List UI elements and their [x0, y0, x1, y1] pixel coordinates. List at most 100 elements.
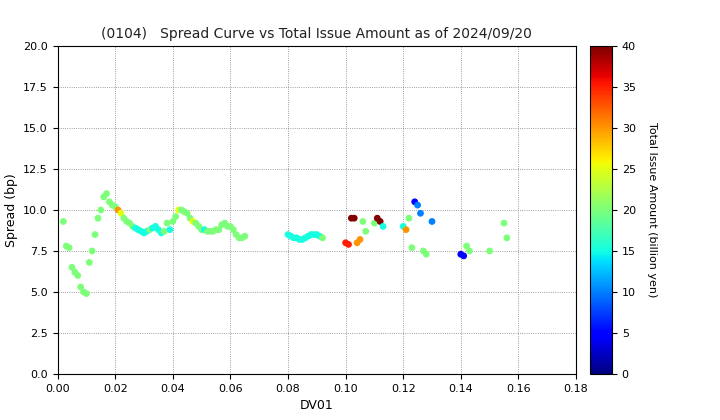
Point	[400, 226, 412, 233]
Point	[156, 230, 167, 236]
Point	[426, 218, 438, 225]
Point	[132, 226, 144, 233]
Point	[161, 220, 173, 226]
Point	[403, 215, 415, 222]
Point	[167, 218, 179, 225]
Point	[308, 231, 320, 238]
Point	[300, 234, 311, 241]
Point	[124, 220, 135, 226]
Point	[357, 218, 369, 225]
Point	[498, 220, 510, 226]
Point	[89, 231, 101, 238]
Point	[343, 241, 354, 248]
Point	[138, 230, 150, 236]
Title: (0104)   Spread Curve vs Total Issue Amount as of 2024/09/20: (0104) Spread Curve vs Total Issue Amoun…	[102, 27, 532, 41]
Point	[213, 226, 225, 233]
Point	[230, 231, 242, 238]
Point	[63, 244, 75, 251]
Point	[150, 223, 161, 230]
Point	[406, 244, 418, 251]
Point	[190, 220, 202, 226]
Point	[98, 194, 109, 200]
Point	[75, 284, 86, 290]
Point	[144, 226, 156, 233]
Y-axis label: Spread (bp): Spread (bp)	[4, 173, 17, 247]
Point	[86, 247, 98, 254]
Point	[81, 290, 92, 297]
Point	[354, 236, 366, 243]
Point	[297, 236, 308, 243]
Point	[112, 207, 124, 213]
Point	[233, 234, 245, 241]
Point	[415, 210, 426, 217]
Point	[455, 251, 467, 257]
Point	[360, 228, 372, 235]
Point	[141, 228, 153, 235]
Point	[95, 207, 107, 213]
Point	[288, 234, 300, 241]
Point	[130, 225, 141, 231]
Point	[127, 223, 138, 230]
Point	[78, 289, 89, 295]
Point	[66, 264, 78, 270]
Point	[418, 247, 429, 254]
Point	[317, 234, 328, 241]
Point	[409, 198, 420, 205]
Point	[107, 202, 118, 208]
Point	[173, 207, 184, 213]
Point	[176, 207, 187, 213]
Point	[291, 234, 302, 241]
Point	[348, 215, 360, 222]
Y-axis label: Total Issue Amount (billion yen): Total Issue Amount (billion yen)	[647, 122, 657, 298]
X-axis label: DV01: DV01	[300, 399, 333, 412]
Point	[193, 223, 204, 230]
Point	[374, 218, 386, 225]
Point	[170, 213, 181, 220]
Point	[115, 210, 127, 217]
Point	[216, 221, 228, 228]
Point	[58, 218, 69, 225]
Point	[420, 251, 432, 257]
Point	[101, 190, 112, 197]
Point	[294, 236, 305, 243]
Point	[60, 243, 72, 249]
Point	[158, 228, 170, 235]
Point	[72, 272, 84, 279]
Point	[153, 226, 164, 233]
Point	[458, 252, 469, 259]
Point	[397, 223, 409, 230]
Point	[222, 223, 233, 230]
Point	[84, 259, 95, 266]
Point	[104, 198, 115, 205]
Point	[351, 239, 363, 246]
Point	[219, 220, 230, 226]
Point	[377, 223, 389, 230]
Point	[92, 215, 104, 222]
Point	[464, 247, 475, 254]
Point	[412, 202, 423, 208]
Point	[369, 220, 380, 226]
Point	[204, 228, 216, 235]
Point	[69, 269, 81, 276]
Point	[285, 233, 297, 239]
Point	[340, 239, 351, 246]
Point	[225, 223, 236, 230]
Point	[207, 228, 219, 235]
Point	[282, 231, 294, 238]
Point	[187, 218, 199, 225]
Point	[210, 226, 222, 233]
Point	[109, 203, 121, 210]
Point	[239, 233, 251, 239]
Point	[228, 226, 239, 233]
Point	[501, 234, 513, 241]
Point	[302, 233, 314, 239]
Point	[121, 218, 132, 225]
Point	[179, 208, 190, 215]
Point	[346, 215, 357, 222]
Point	[118, 215, 130, 222]
Point	[372, 215, 383, 222]
Point	[147, 225, 158, 231]
Point	[305, 231, 317, 238]
Point	[181, 210, 193, 217]
Point	[135, 228, 147, 235]
